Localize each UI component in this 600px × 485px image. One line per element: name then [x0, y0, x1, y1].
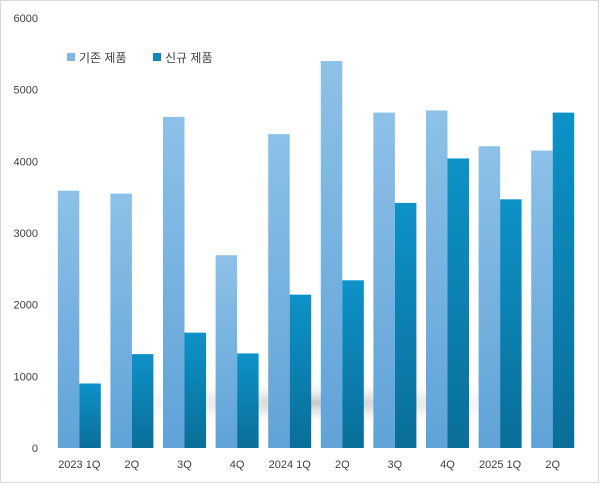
bar-existing-product — [268, 134, 290, 448]
x-tick-label: 3Q — [388, 459, 403, 471]
y-tick-label: 0 — [32, 443, 38, 455]
y-tick-label: 2000 — [14, 300, 38, 312]
bar-existing-product — [110, 193, 132, 448]
bar-new-product — [394, 202, 417, 448]
x-tick-label: 4Q — [440, 459, 455, 471]
x-tick-label: 2Q — [335, 459, 350, 471]
bar-new-product — [289, 294, 312, 448]
bar-new-product — [500, 199, 522, 448]
x-tick-label: 4Q — [230, 459, 245, 471]
legend-label-existing: 기존 제품 — [79, 51, 127, 65]
legend-label-new: 신규 제품 — [165, 51, 213, 65]
bar-existing-product — [57, 190, 80, 448]
bar-new-product — [131, 354, 154, 448]
legend: 기존 제품 신규 제품 — [67, 51, 213, 65]
y-tick-label: 1000 — [14, 371, 38, 383]
bar-new-product — [79, 383, 101, 448]
legend-swatch-existing — [67, 53, 75, 61]
bar-new-product — [184, 332, 206, 448]
x-tick-label: 2025 1Q — [479, 459, 522, 471]
bar-new-product — [552, 112, 575, 448]
bar-existing-product — [478, 146, 501, 449]
y-tick-label: 4000 — [14, 156, 38, 168]
bar-new-product — [237, 353, 259, 448]
bar-existing-product — [163, 116, 185, 449]
bar-existing-product — [215, 255, 238, 448]
legend-swatch-new — [153, 53, 161, 61]
y-tick-label: 6000 — [14, 13, 38, 25]
bar-new-product — [342, 280, 364, 448]
x-tick-label: 3Q — [177, 459, 192, 471]
bar-new-product — [447, 158, 469, 448]
x-tick-label: 2023 1Q — [58, 459, 101, 471]
bar-existing-product — [531, 150, 553, 449]
y-tick-label: 3000 — [14, 228, 38, 240]
bar-existing-product — [426, 110, 448, 448]
bar-existing-product — [320, 61, 343, 448]
x-tick-label: 2Q — [125, 459, 140, 471]
y-tick-label: 5000 — [14, 85, 38, 97]
bar-existing-product — [373, 112, 395, 448]
x-tick-label: 2Q — [545, 459, 560, 471]
x-tick-label: 2024 1Q — [269, 459, 312, 471]
